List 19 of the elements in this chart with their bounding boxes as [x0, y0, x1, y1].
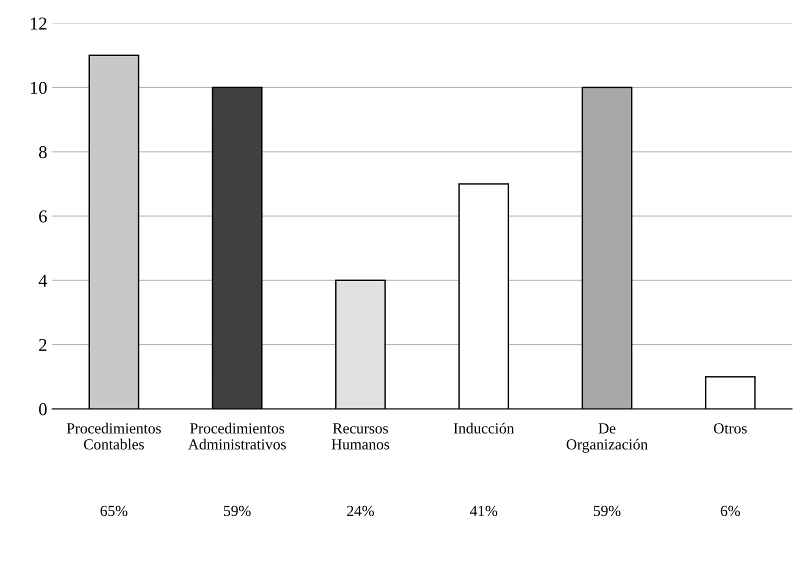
y-tick-label: 0 [39, 403, 47, 416]
y-tick-label: 6 [39, 210, 47, 222]
y-tick-label: 8 [39, 146, 47, 158]
text: 41% [470, 506, 498, 516]
text: 59% [594, 506, 620, 516]
text: 24% [347, 506, 374, 516]
text: 6% [720, 506, 740, 516]
x-tick-label: Procedimientos Contables [66, 422, 161, 450]
x-tick-label: De Organización [566, 423, 648, 453]
y-tick-label: 4 [38, 274, 48, 287]
y-tick-label: 2 [39, 338, 46, 351]
y-tick-label: 12 [30, 18, 46, 30]
text: 59% [224, 506, 251, 516]
x-tick-label: Otros [714, 423, 747, 434]
text: 65% [100, 506, 128, 516]
x-tick-label: Recursos Humanos [332, 423, 390, 450]
y-tick-label: 10 [30, 82, 47, 94]
x-tick-label: Inducción [454, 422, 514, 434]
x-tick-label: Procedimientos Administrativos [188, 422, 286, 450]
